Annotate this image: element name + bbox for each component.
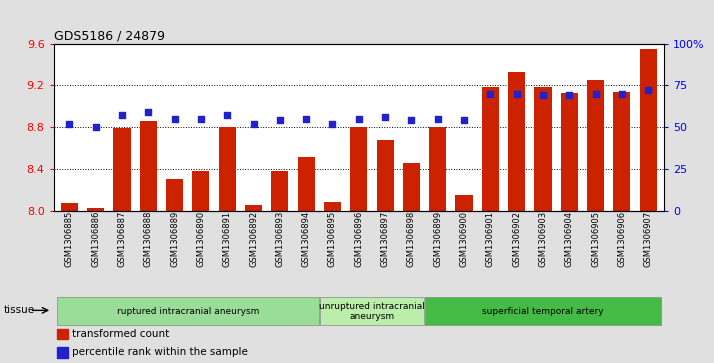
Bar xyxy=(56,347,68,358)
Point xyxy=(64,121,75,127)
Bar xyxy=(613,91,630,211)
Text: transformed count: transformed count xyxy=(72,329,169,339)
Point xyxy=(511,91,523,97)
Point xyxy=(301,116,312,122)
Bar xyxy=(56,297,318,325)
Bar xyxy=(587,80,604,211)
Text: GSM1306904: GSM1306904 xyxy=(565,211,574,266)
Point xyxy=(563,93,575,98)
Bar xyxy=(192,171,209,211)
Point xyxy=(458,118,470,123)
Point xyxy=(195,116,206,122)
Bar xyxy=(560,93,578,211)
Text: percentile rank within the sample: percentile rank within the sample xyxy=(72,347,248,357)
Point xyxy=(169,116,181,122)
Point xyxy=(616,91,628,97)
Point xyxy=(432,116,443,122)
Text: GSM1306906: GSM1306906 xyxy=(618,211,626,267)
Text: GSM1306887: GSM1306887 xyxy=(118,211,126,267)
Text: GSM1306888: GSM1306888 xyxy=(144,211,153,267)
Bar xyxy=(218,127,236,211)
Text: GSM1306886: GSM1306886 xyxy=(91,211,100,267)
Text: GSM1306903: GSM1306903 xyxy=(538,211,548,267)
Text: GSM1306890: GSM1306890 xyxy=(196,211,206,267)
Bar xyxy=(87,208,104,211)
Bar xyxy=(508,72,526,211)
Text: GSM1306897: GSM1306897 xyxy=(381,211,390,267)
Text: GSM1306905: GSM1306905 xyxy=(591,211,600,266)
Bar xyxy=(482,87,499,211)
Text: ruptured intracranial aneurysm: ruptured intracranial aneurysm xyxy=(116,307,259,316)
Text: GSM1306898: GSM1306898 xyxy=(407,211,416,267)
Text: GSM1306894: GSM1306894 xyxy=(301,211,311,267)
Point xyxy=(274,118,286,123)
Point xyxy=(537,93,548,98)
Bar xyxy=(298,157,315,211)
Point xyxy=(590,91,601,97)
Text: superficial temporal artery: superficial temporal artery xyxy=(482,307,604,316)
Bar xyxy=(429,127,446,211)
Bar xyxy=(534,87,551,211)
Bar xyxy=(425,297,661,325)
Point xyxy=(143,109,154,115)
Point xyxy=(406,118,417,123)
Text: GDS5186 / 24879: GDS5186 / 24879 xyxy=(54,29,164,42)
Point xyxy=(485,91,496,97)
Bar xyxy=(245,205,262,211)
Bar xyxy=(376,139,393,211)
Text: GSM1306885: GSM1306885 xyxy=(65,211,74,267)
Bar xyxy=(403,163,420,211)
Text: tissue: tissue xyxy=(4,305,35,315)
Text: GSM1306900: GSM1306900 xyxy=(460,211,468,266)
Text: GSM1306901: GSM1306901 xyxy=(486,211,495,266)
Bar xyxy=(166,179,183,211)
Point xyxy=(116,113,128,118)
Text: GSM1306891: GSM1306891 xyxy=(223,211,232,267)
Point xyxy=(221,113,233,118)
Point xyxy=(248,121,259,127)
Bar xyxy=(324,202,341,211)
Bar xyxy=(351,127,367,211)
Text: GSM1306889: GSM1306889 xyxy=(170,211,179,267)
Text: GSM1306895: GSM1306895 xyxy=(328,211,337,267)
Point xyxy=(379,114,391,120)
Text: GSM1306902: GSM1306902 xyxy=(512,211,521,266)
Text: GSM1306899: GSM1306899 xyxy=(433,211,442,267)
Point xyxy=(353,116,365,122)
Point xyxy=(327,121,338,127)
Text: GSM1306892: GSM1306892 xyxy=(249,211,258,267)
Text: GSM1306896: GSM1306896 xyxy=(354,211,363,267)
Point xyxy=(90,124,101,130)
Bar xyxy=(61,203,78,211)
Bar xyxy=(114,128,131,211)
Point xyxy=(643,87,654,93)
Bar xyxy=(56,329,68,339)
Bar xyxy=(271,171,288,211)
Text: GSM1306893: GSM1306893 xyxy=(276,211,284,267)
Text: GSM1306907: GSM1306907 xyxy=(644,211,653,267)
Bar xyxy=(320,297,424,325)
Bar xyxy=(640,49,657,211)
Bar xyxy=(140,121,157,211)
Text: unruptured intracranial
aneurysm: unruptured intracranial aneurysm xyxy=(319,302,425,321)
Bar xyxy=(456,195,473,211)
